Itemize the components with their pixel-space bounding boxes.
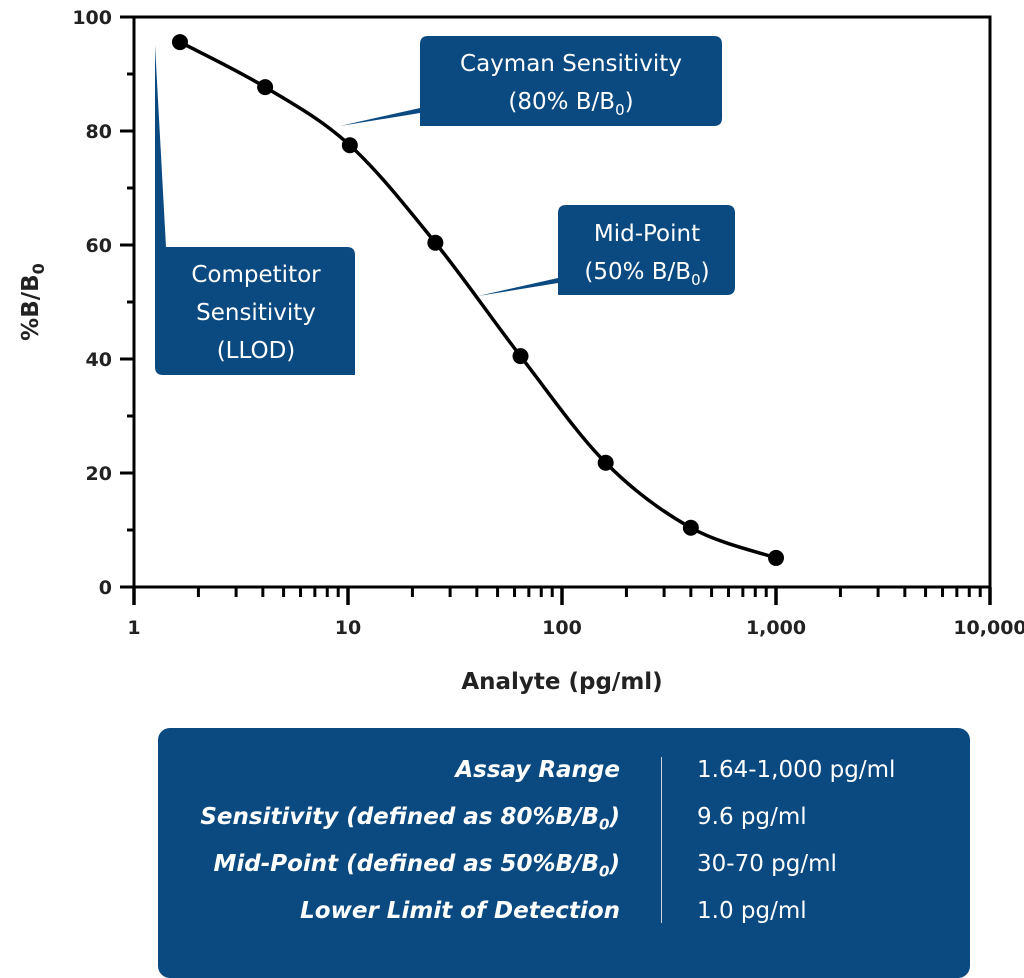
data-point: [682, 519, 699, 536]
cayman-callout-line1: Cayman Sensitivity: [460, 51, 682, 77]
row-value: 30-70 pg/ml: [697, 851, 837, 877]
row-label: Assay Range: [455, 757, 620, 783]
table-row: Lower Limit of Detection 1.0 pg/ml: [158, 891, 970, 931]
cayman-callout-line2: (80% B/B0): [508, 89, 633, 119]
y-tick-label: 60: [86, 235, 112, 257]
table-row: Assay Range 1.64-1,000 pg/ml: [158, 750, 970, 790]
y-tick-label: 100: [72, 7, 112, 29]
competitor-callout-line3: (LLOD): [217, 338, 296, 364]
y-tick-label: 40: [86, 349, 112, 371]
data-point: [341, 137, 358, 154]
cayman-callout: [340, 36, 722, 126]
y-tick-label: 80: [86, 121, 112, 143]
y-tick-label: 0: [99, 577, 112, 599]
x-tick-label: 100: [542, 617, 582, 639]
x-tick-label: 1: [127, 617, 140, 639]
row-value: 1.0 pg/ml: [697, 898, 807, 924]
row-label: Sensitivity (defined as 80%B/B0): [200, 804, 620, 834]
midpoint-callout-line1: Mid-Point: [594, 221, 700, 247]
assay-summary-table: Assay Range 1.64-1,000 pg/ml Sensitivity (…: [158, 728, 970, 978]
competitor-callout: [155, 45, 355, 375]
fit-curve: [179, 40, 777, 560]
table-divider: [661, 757, 662, 923]
row-value: 1.64-1,000 pg/ml: [697, 757, 896, 783]
competitor-callout-line2: Sensitivity: [196, 300, 316, 326]
row-label: Mid-Point (defined as 50%B/B0): [213, 851, 620, 881]
data-point: [597, 454, 614, 471]
plot-svg: 1 10 100 1,000 10,000 0 20 40 60 80 100 Cayman Sen…: [18, 7, 1024, 695]
data-point: [257, 79, 274, 96]
data-point: [512, 348, 529, 365]
row-label: Lower Limit of Detection: [300, 898, 620, 924]
x-tick-label: 10: [335, 617, 361, 639]
data-point: [427, 234, 444, 251]
x-tick-label: 10,000: [953, 617, 1024, 639]
data-point: [171, 34, 188, 51]
x-axis-label: Analyte (pg/ml): [461, 669, 662, 695]
y-tick-label: 20: [86, 463, 112, 485]
y-axis-label: %B/B0: [18, 263, 48, 341]
x-tick-label: 1,000: [746, 617, 806, 639]
competitor-callout-line1: Competitor: [191, 262, 321, 288]
midpoint-callout: [478, 205, 735, 296]
data-point: [768, 549, 784, 566]
midpoint-callout-line2: (50% B/B0): [584, 259, 709, 289]
row-value: 9.6 pg/ml: [697, 804, 807, 830]
table-row: Mid-Point (defined as 50%B/B0) 30-70 pg/m…: [158, 844, 970, 884]
table-row: Sensitivity (defined as 80%B/B0) 9.6 pg/m…: [158, 797, 970, 837]
